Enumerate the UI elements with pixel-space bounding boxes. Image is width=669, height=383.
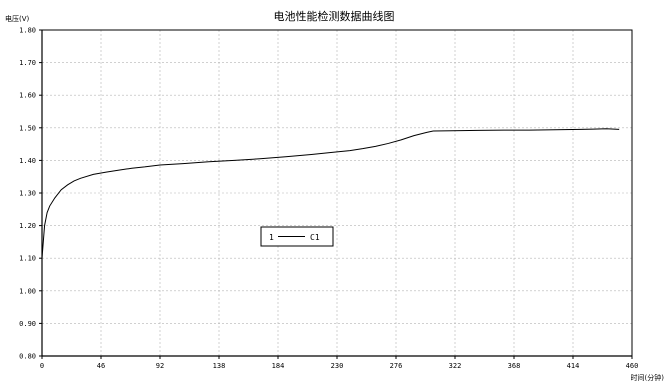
y-tick-label: 1.20 (19, 222, 36, 230)
series-line-C1 (41, 128, 620, 259)
y-tick-label: 1.50 (19, 124, 36, 132)
x-tick-label: 322 (449, 362, 462, 370)
y-tick-label: 1.80 (19, 27, 36, 35)
series-layer (41, 128, 620, 259)
x-tick-label: 368 (508, 362, 521, 370)
y-tick-label: 1.30 (19, 190, 36, 198)
x-tick-label: 0 (40, 362, 44, 370)
legend: 1 C1 (260, 226, 334, 247)
y-tick-label: 1.40 (19, 157, 36, 165)
x-tick-label: 276 (390, 362, 403, 370)
x-axis-label: 时间(分钟) (631, 373, 665, 382)
x-tick-label: 460 (626, 362, 639, 370)
chart-title: 电池性能检测数据曲线图 (274, 9, 395, 23)
y-tick-label: 1.60 (19, 92, 36, 100)
grid (42, 30, 632, 356)
legend-index: 1 (269, 233, 274, 242)
y-tick-label: 0.80 (19, 353, 36, 361)
legend-label: C1 (310, 233, 320, 242)
y-tick-label: 1.10 (19, 255, 36, 263)
x-tick-label: 414 (567, 362, 580, 370)
x-tick-label: 92 (156, 362, 164, 370)
axis-ticks: 0 46 92 138 184 230 276 322 368 414 460 0.80 0.90 1.0… (19, 27, 638, 371)
plot-frame (41, 29, 633, 357)
x-tick-label: 138 (213, 362, 226, 370)
x-tick-label: 184 (272, 362, 285, 370)
y-axis-label: 电压(V) (5, 14, 30, 23)
y-tick-label: 0.90 (19, 320, 36, 328)
y-tick-label: 1.70 (19, 59, 36, 67)
y-tick-label: 1.00 (19, 287, 36, 295)
x-tick-label: 230 (331, 362, 344, 370)
x-tick-label: 46 (97, 362, 105, 370)
